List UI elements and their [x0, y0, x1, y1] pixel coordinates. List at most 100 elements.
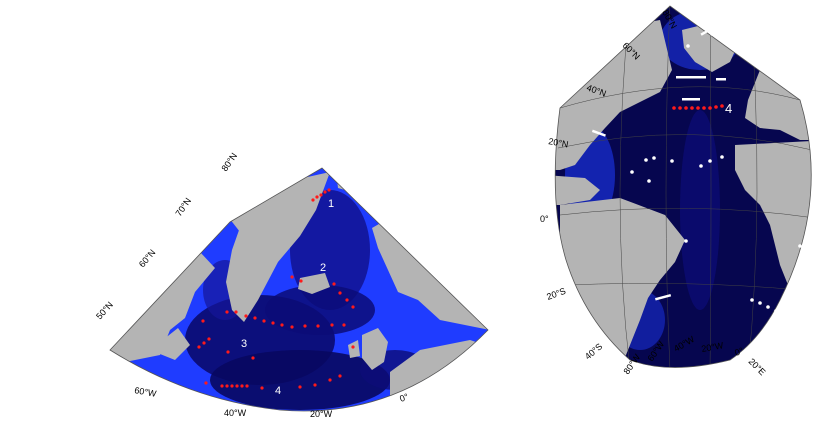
station-dot [750, 298, 754, 302]
station-dot [678, 106, 682, 110]
station-dot [315, 195, 319, 199]
iceland [298, 273, 330, 294]
lon-label-0-right: 0° [733, 345, 745, 357]
section-label-2: 2 [320, 262, 326, 274]
station-dot [197, 345, 201, 349]
right-map-outline [554, 5, 812, 368]
station-dot [299, 279, 303, 283]
station-dot [766, 305, 770, 309]
station-track [676, 76, 706, 79]
station-dot [327, 188, 331, 192]
graticule-line [557, 134, 812, 151]
station-dot [230, 384, 234, 388]
station-dot [235, 384, 239, 388]
station-dot [708, 106, 712, 110]
station-dot [686, 44, 690, 48]
station-dot [781, 313, 785, 317]
station-track [700, 26, 714, 36]
lat-label-20s-right: 20°S [545, 286, 567, 302]
station-dot [758, 301, 762, 305]
station-dot [684, 106, 688, 110]
station-dot [788, 316, 792, 320]
station-dot [338, 291, 342, 295]
graticule-line [709, 6, 712, 368]
station-dot [328, 378, 332, 382]
station-dot [338, 374, 342, 378]
station-dot [330, 323, 334, 327]
lat-label-0-right: 0° [540, 214, 549, 224]
lon-label-20w: 20°W [310, 409, 333, 419]
station-dot [290, 325, 294, 329]
north-america-land [110, 252, 215, 365]
lon-label-40w: 40°W [224, 408, 247, 418]
lat-label-70n: 70°N [173, 196, 193, 218]
station-dot [345, 298, 349, 302]
station-dot [290, 275, 294, 279]
station-dot [202, 341, 206, 345]
ireland [348, 340, 360, 358]
station-dot [245, 384, 249, 388]
station-dot [262, 319, 266, 323]
station-dot [672, 106, 676, 110]
right-map-red-stations [672, 104, 724, 110]
station-dot [240, 384, 244, 388]
lat-label-60n: 60°N [137, 247, 158, 269]
left-map-stations [197, 188, 355, 390]
lon-label-20e-right: 20°E [747, 356, 768, 377]
section-label-4-right: 4 [725, 101, 732, 116]
station-dot [207, 337, 211, 341]
station-dot [225, 310, 229, 314]
station-dot [647, 179, 651, 183]
station-dot [311, 198, 315, 202]
station-dot [226, 350, 230, 354]
section-label-1: 1 [328, 198, 334, 210]
lat-label-20n-right: 20°N [548, 136, 570, 149]
station-dot [204, 381, 208, 385]
station-dot [644, 158, 648, 162]
lat-label-40s-right: 40°S [583, 341, 604, 361]
station-dot [714, 105, 718, 109]
british-isles [362, 328, 388, 370]
station-dot [630, 170, 634, 174]
station-dot [316, 324, 320, 328]
station-dot [260, 386, 264, 390]
lat-label-50n: 50°N [94, 300, 115, 322]
right-map-white-stations [591, 26, 802, 320]
lon-label-20w-right: 20°W [701, 340, 725, 354]
station-track [655, 293, 672, 301]
station-dot [684, 239, 688, 243]
station-dot [708, 159, 712, 163]
station-dot [244, 314, 248, 318]
station-dot [251, 356, 255, 360]
central-america [555, 175, 600, 205]
station-dot [323, 190, 327, 194]
station-dot [220, 384, 224, 388]
station-dot [774, 309, 778, 313]
station-dot [696, 106, 700, 110]
station-dot [699, 164, 703, 168]
station-track [682, 98, 700, 101]
station-dot [271, 321, 275, 325]
right-map-graticule [557, 6, 812, 368]
station-dot [720, 155, 724, 159]
graticule-line [567, 283, 801, 291]
graticule-line [665, 6, 671, 368]
station-dot [332, 282, 336, 286]
labrador-coast [150, 328, 190, 360]
graticule-line [559, 207, 812, 219]
station-dot [720, 104, 724, 108]
station-track [716, 78, 726, 81]
station-dot [253, 316, 257, 320]
lon-label-0: 0° [398, 391, 410, 403]
station-dot [201, 319, 205, 323]
graticule-line [619, 6, 631, 368]
lat-label-80n: 80°N [219, 151, 239, 173]
station-dot [351, 345, 355, 349]
station-dot [710, 32, 714, 36]
station-dot [652, 156, 656, 160]
right-map: 4 80°N 60°N 40°N 20°N 0° 20°S 40°S 80°W … [540, 5, 812, 377]
station-dot [225, 384, 229, 388]
left-map-outline [109, 167, 489, 412]
station-dot [702, 106, 706, 110]
